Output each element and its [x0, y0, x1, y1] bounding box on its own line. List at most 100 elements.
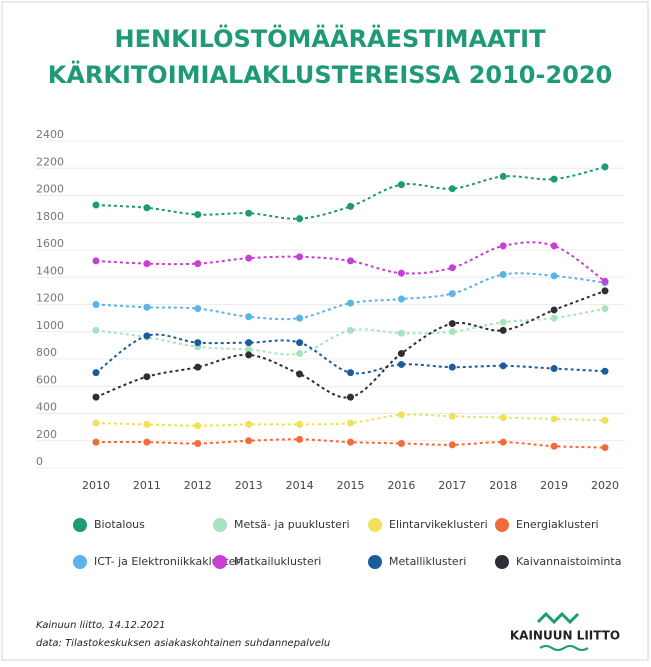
point — [92, 201, 100, 209]
point — [448, 185, 456, 193]
point — [245, 339, 253, 347]
x-tick-label: 2012 — [184, 479, 212, 492]
point — [296, 350, 304, 358]
point — [397, 269, 405, 277]
point — [296, 339, 304, 347]
point — [347, 257, 354, 265]
point — [448, 412, 456, 420]
point — [601, 287, 609, 295]
legend-label: Metsä- ja puuklusteri — [234, 518, 350, 531]
y-tick-label: 600 — [36, 373, 57, 386]
point — [550, 242, 558, 250]
point — [296, 253, 304, 261]
y-tick-label: 1800 — [36, 210, 64, 223]
legend-marker — [213, 518, 227, 532]
point — [347, 369, 354, 377]
point — [397, 295, 405, 303]
point — [601, 305, 609, 313]
point — [92, 326, 100, 334]
logo-wave — [539, 645, 589, 651]
legend-marker — [495, 555, 509, 569]
point — [448, 264, 456, 272]
point — [194, 211, 202, 219]
point — [347, 202, 354, 210]
point — [92, 393, 100, 401]
y-tick-label: 800 — [36, 346, 57, 359]
legend-label: Metalliklusteri — [389, 555, 466, 568]
x-tick-label: 2018 — [489, 479, 517, 492]
point — [194, 422, 202, 430]
point — [245, 209, 253, 217]
point — [296, 370, 304, 378]
point — [448, 328, 456, 336]
point — [347, 438, 354, 446]
chart-title: KÄRKITOIMIALAKLUSTEREISSA 2010-2020 — [48, 60, 613, 89]
x-tick-label: 2011 — [133, 479, 161, 492]
x-tick-label: 2013 — [235, 479, 263, 492]
point — [397, 360, 405, 368]
point — [601, 277, 609, 285]
legend-marker — [368, 555, 382, 569]
point — [347, 326, 354, 334]
point — [92, 369, 100, 377]
y-tick-label: 0 — [36, 455, 43, 468]
y-tick-label: 2000 — [36, 183, 64, 196]
legend-marker — [368, 518, 382, 532]
point — [92, 301, 100, 308]
point — [296, 314, 304, 322]
legend-label: Energiaklusteri — [516, 518, 599, 531]
point — [143, 420, 151, 428]
point — [347, 393, 354, 401]
legend-label: Matkailuklusteri — [234, 555, 321, 568]
point — [296, 420, 304, 428]
y-tick-label: 1200 — [36, 292, 64, 305]
point — [601, 444, 609, 452]
point — [397, 411, 405, 419]
point — [194, 439, 202, 447]
point — [143, 373, 151, 381]
point — [499, 362, 507, 370]
point — [499, 172, 507, 180]
point — [245, 351, 253, 359]
legend-marker — [73, 555, 87, 569]
point — [296, 215, 304, 223]
point — [499, 242, 507, 250]
point — [397, 350, 405, 358]
point — [601, 163, 609, 171]
x-tick-label: 2010 — [82, 479, 110, 492]
legend-label: Biotalous — [94, 518, 145, 531]
y-tick-label: 200 — [36, 428, 57, 441]
legend-label: Elintarvikeklusteri — [389, 518, 488, 531]
point — [245, 420, 253, 428]
point — [601, 416, 609, 424]
point — [550, 175, 558, 183]
legend-marker — [495, 518, 509, 532]
chart-title: HENKILÖSTÖMÄÄRÄESTIMAATIT — [115, 23, 547, 53]
point — [448, 363, 456, 371]
point — [194, 363, 202, 371]
point — [194, 339, 202, 347]
point — [347, 419, 354, 427]
point — [296, 435, 304, 443]
source: Kainuun liitto, 14.12.2021 — [36, 620, 166, 631]
point — [143, 332, 151, 340]
point — [448, 290, 456, 298]
y-tick-label: 1400 — [36, 264, 64, 277]
point — [194, 305, 202, 313]
x-tick-label: 2017 — [438, 479, 466, 492]
point — [245, 437, 253, 445]
point — [499, 326, 507, 334]
logo-icon — [536, 611, 580, 625]
point — [245, 254, 253, 262]
point — [143, 438, 151, 446]
point — [499, 318, 507, 326]
point — [92, 419, 100, 427]
point — [550, 365, 558, 373]
point — [397, 439, 405, 447]
y-tick-label: 2400 — [36, 128, 64, 141]
point — [550, 314, 558, 322]
legend-label: Kaivannaistoiminta — [516, 555, 621, 568]
point — [550, 272, 558, 280]
